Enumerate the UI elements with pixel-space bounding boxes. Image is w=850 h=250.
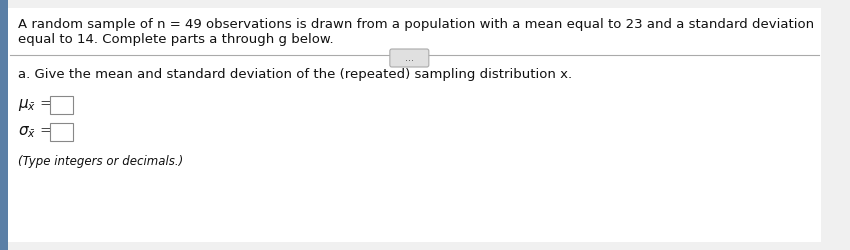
Text: ...: ... — [405, 53, 414, 63]
Text: $\mu_{\bar{x}}$ =: $\mu_{\bar{x}}$ = — [18, 97, 52, 113]
Bar — [0, 0, 8, 250]
FancyBboxPatch shape — [49, 123, 73, 141]
FancyBboxPatch shape — [49, 96, 73, 114]
Text: $\sigma_{\bar{x}}$ =: $\sigma_{\bar{x}}$ = — [18, 124, 52, 140]
Text: (Type integers or decimals.): (Type integers or decimals.) — [18, 155, 183, 168]
FancyBboxPatch shape — [390, 49, 429, 67]
Text: a. Give the mean and standard deviation of the (repeated) sampling distribution : a. Give the mean and standard deviation … — [18, 68, 572, 81]
Text: A random sample of n = 49 observations is drawn from a population with a mean eq: A random sample of n = 49 observations i… — [18, 18, 813, 46]
